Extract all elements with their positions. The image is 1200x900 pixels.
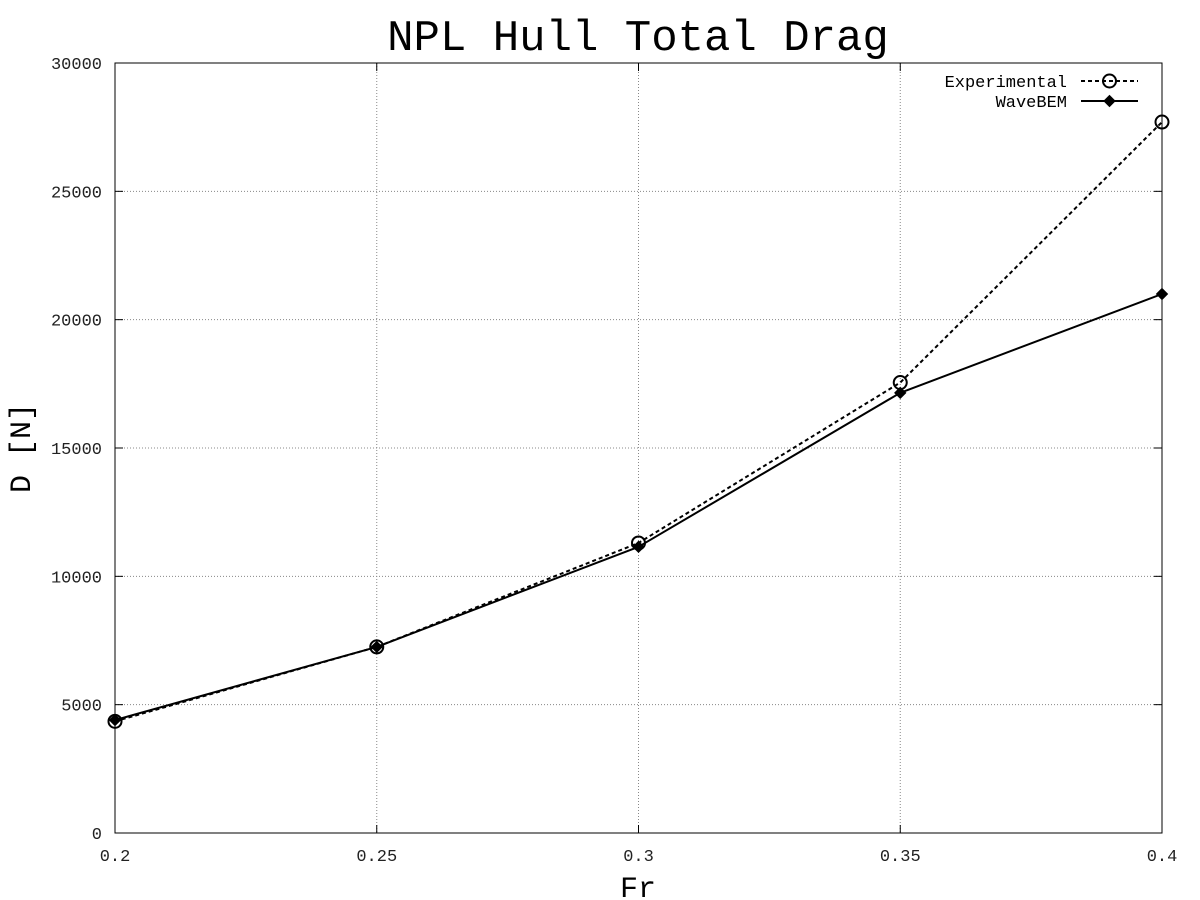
data-point [632, 540, 645, 554]
data-point [1154, 114, 1170, 130]
data-point [370, 640, 383, 654]
y-axis-title: D [N] [6, 403, 40, 493]
x-axis-ticks: 0.2 0.25 0.3 0.35 0.4 [100, 63, 1178, 867]
series-wavebem [108, 287, 1169, 727]
grid [115, 63, 1162, 833]
x-tick-label: 0.3 [623, 848, 654, 867]
x-axis-title: Fr [620, 873, 656, 900]
y-tick-label: 15000 [51, 441, 102, 460]
data-point [894, 386, 907, 400]
y-tick-label: 25000 [51, 184, 102, 203]
x-tick-label: 0.35 [880, 848, 921, 867]
data-point [369, 639, 385, 655]
x-tick-label: 0.4 [1147, 848, 1178, 867]
y-tick-label: 20000 [51, 313, 102, 332]
y-tick-label: 0 [92, 826, 102, 845]
legend-marker [1102, 73, 1117, 89]
x-tick-label: 0.2 [100, 848, 131, 867]
data-point [108, 713, 122, 727]
data-point [1155, 287, 1169, 301]
x-tick-label: 0.25 [356, 848, 397, 867]
y-tick-label: 5000 [61, 698, 102, 717]
y-tick-label: 10000 [51, 569, 102, 588]
chart-title: NPL Hull Total Drag [387, 14, 889, 64]
legend-label: WaveBEM [996, 94, 1067, 113]
legend-marker [1103, 94, 1116, 108]
series-line [114, 121, 1163, 723]
y-tick-label: 30000 [51, 56, 102, 75]
y-axis-ticks: 0 5000 10000 15000 20000 25000 30000 [51, 56, 1162, 845]
legend-label: Experimental [945, 74, 1067, 93]
data-series [107, 114, 1170, 729]
